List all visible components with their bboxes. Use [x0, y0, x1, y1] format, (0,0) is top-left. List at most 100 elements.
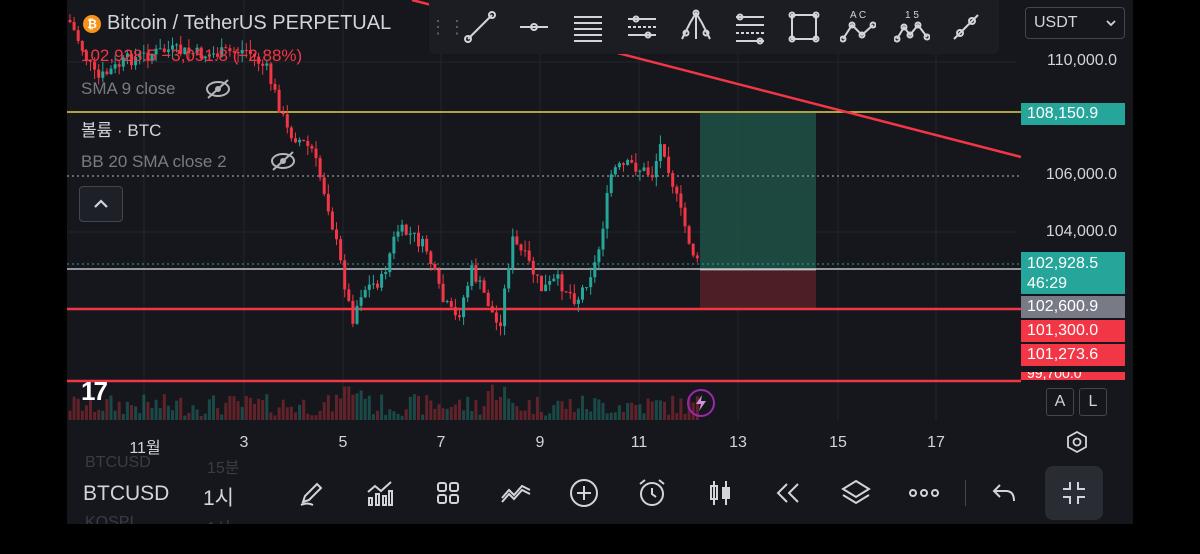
volume-bar: [84, 405, 88, 420]
more-icon[interactable]: [907, 476, 941, 510]
volume-bar: [326, 395, 330, 420]
candle: [269, 63, 273, 84]
currency-select[interactable]: USDT: [1025, 7, 1125, 39]
drag-handle-icon[interactable]: ⋮⋮: [429, 16, 467, 37]
indicator-label: BB 20 SMA close 2: [81, 152, 227, 171]
volume-bar: [289, 406, 293, 420]
layouts-icon[interactable]: [431, 476, 465, 510]
volume-bar: [499, 396, 502, 420]
volume-bar: [453, 404, 457, 420]
volume-bar: [417, 395, 420, 420]
current-price-tag: 102,928.5 46:29: [1021, 252, 1125, 294]
price-tag-yellow-level: 108,150.9: [1021, 103, 1125, 125]
candle: [232, 51, 236, 53]
indicator-sma[interactable]: SMA 9 close: [81, 78, 232, 100]
auto-scale-button[interactable]: A: [1046, 388, 1074, 416]
candle: [125, 53, 129, 58]
candle: [535, 274, 539, 276]
ghost-symbol-2: KOSPI: [85, 514, 134, 524]
undo-icon[interactable]: [987, 476, 1021, 510]
volume-bar: [113, 410, 117, 420]
volume-bar: [494, 400, 498, 420]
chart-settings-icon[interactable]: [1065, 430, 1089, 459]
candle: [306, 140, 310, 147]
volume-bar: [396, 413, 400, 420]
candle: [318, 158, 322, 178]
volume-bar: [253, 403, 256, 420]
candle: [359, 297, 363, 306]
candle: [339, 239, 343, 261]
replay-icon[interactable]: [771, 476, 805, 510]
price-chart[interactable]: [67, 0, 1133, 460]
volume-bar: [171, 410, 174, 420]
layers-icon[interactable]: [839, 476, 873, 510]
candle: [429, 251, 433, 265]
fullscreen-exit-button[interactable]: [1045, 466, 1103, 520]
candle: [654, 161, 658, 178]
candle: [482, 280, 486, 293]
trend-line-icon[interactable]: [453, 0, 507, 54]
log-scale-button[interactable]: L: [1079, 388, 1107, 416]
symbol-title[interactable]: ₿ Bitcoin / TetherUS PERPETUAL: [83, 12, 391, 35]
candle: [691, 243, 695, 256]
bottom-toolbar: BTCUSD 15분 KOSPI 1시 BTCUSD 1시: [67, 454, 1133, 524]
volume-bar: [458, 399, 461, 420]
candle: [142, 52, 146, 54]
regression-trend-icon[interactable]: [615, 0, 669, 54]
candle: [511, 236, 515, 268]
drawing-pen-icon[interactable]: [295, 476, 329, 510]
volume-bar: [593, 398, 597, 420]
tradingview-logo[interactable]: 17: [81, 376, 108, 406]
volume-bar: [617, 405, 621, 420]
volume-bar: [335, 394, 338, 420]
candle: [134, 56, 138, 66]
indicator-volume[interactable]: 볼륨 · BTC: [81, 116, 161, 141]
volume-bar: [343, 386, 347, 420]
symbol-button[interactable]: BTCUSD: [83, 482, 170, 505]
candle: [650, 174, 654, 178]
add-icon[interactable]: [567, 476, 601, 510]
candle: [285, 114, 289, 128]
volume-bar: [425, 395, 429, 420]
candle: [380, 273, 384, 288]
volume-bar: [175, 400, 179, 420]
abcd-pattern-icon[interactable]: A C: [831, 0, 885, 54]
candle: [593, 262, 597, 278]
volume-bar: [322, 402, 326, 420]
eye-hidden-icon[interactable]: [204, 78, 232, 100]
volume-bar: [314, 415, 318, 420]
volume-bar: [400, 415, 404, 420]
candle: [257, 56, 261, 64]
candle: [499, 322, 502, 327]
pitchfork-icon[interactable]: [669, 0, 723, 54]
volume-bar: [683, 413, 687, 420]
volume-bar: [142, 394, 146, 420]
volume-bar: [441, 408, 445, 420]
candle: [408, 233, 412, 235]
brush-icon[interactable]: [939, 0, 993, 54]
volume-bar: [76, 398, 80, 420]
elliott-wave-icon[interactable]: 1 5: [885, 0, 939, 54]
fib-retracement-icon[interactable]: [723, 0, 777, 54]
eye-hidden-icon[interactable]: [269, 150, 297, 172]
candle: [445, 301, 449, 303]
timeframe-button[interactable]: 1시: [203, 487, 234, 510]
indicator-bb[interactable]: BB 20 SMA close 2: [81, 152, 227, 172]
parallel-channel-icon[interactable]: [561, 0, 615, 54]
rectangle-icon[interactable]: [777, 0, 831, 54]
ghost-timeframe: 15분: [207, 460, 240, 477]
collapse-legend-button[interactable]: [79, 186, 123, 222]
volume-bar: [121, 414, 125, 420]
candle: [347, 289, 351, 301]
horizontal-ray-icon[interactable]: [507, 0, 561, 54]
candle-type-icon[interactable]: [703, 476, 737, 510]
volume-bar: [548, 413, 552, 420]
volume-bar: [585, 409, 589, 420]
candle: [478, 280, 482, 282]
lightning-icon[interactable]: [687, 389, 715, 417]
ghost-timeframe-2: 1시: [207, 514, 231, 524]
volume-bar: [310, 415, 314, 420]
compare-icon[interactable]: [499, 476, 533, 510]
indicators-icon[interactable]: [363, 476, 397, 510]
alert-clock-icon[interactable]: [635, 476, 669, 510]
